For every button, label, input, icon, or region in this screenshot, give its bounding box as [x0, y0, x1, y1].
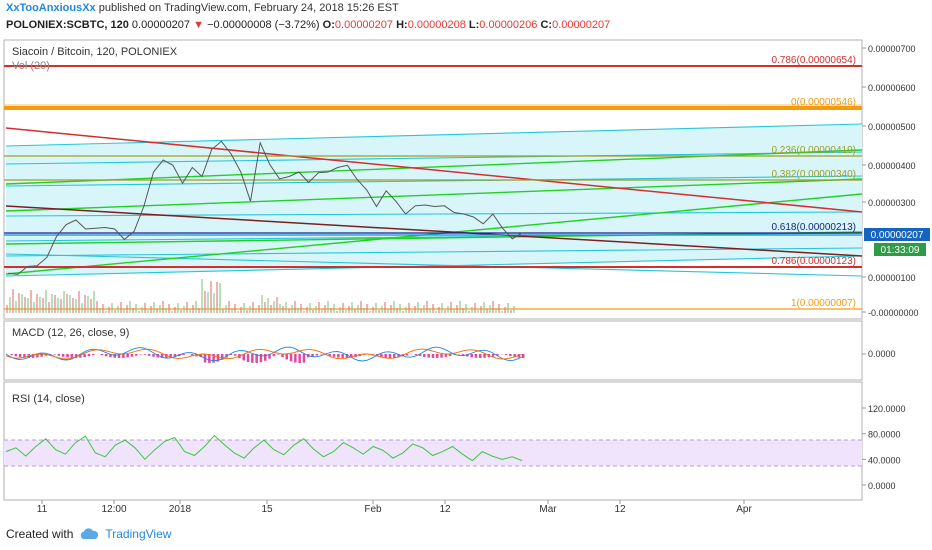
created-with-text: Created with — [6, 527, 74, 541]
published-text: published on TradingView.com, February 2… — [98, 2, 399, 14]
price-tick-label: 0.00000300 — [868, 198, 916, 208]
rsi-tick-label: 120.0000 — [868, 404, 906, 414]
fib-label: 0.382(0.00000340) — [771, 169, 856, 180]
fib-levels: 0.786(0.00000654) 0(0.00000546) 0.236(0.00… — [4, 55, 862, 310]
volume-label: Vol (20) — [12, 60, 50, 72]
fib-label: 0.786(0.00000654) — [771, 55, 856, 66]
time-tick-label: Apr — [736, 504, 752, 515]
channel-fill — [6, 124, 862, 276]
macd-title: MACD (12, 26, close, 9) — [12, 327, 129, 339]
green-trendlines — [5, 149, 863, 275]
price-series — [7, 140, 523, 275]
publish-header: XxTooAnxiousXx published on TradingView.… — [6, 2, 399, 14]
time-tick-label: 15 — [261, 504, 273, 515]
price-tick-label: 0.00000400 — [868, 161, 916, 171]
rsi-band — [4, 440, 862, 466]
price-tick-label: 0.00000700 — [868, 44, 916, 54]
rsi-tick-label: 40.0000 — [868, 455, 901, 465]
symbol-label: POLONIEX:SCBTC, 120 — [6, 19, 129, 31]
fib-label: 0.236(0.00000419) — [771, 145, 856, 156]
macd-series: 0.0000 — [5, 346, 896, 363]
last-price-tag-text: 0.00000207 — [871, 230, 924, 241]
fib-label: 0(0.00000546) — [791, 97, 856, 108]
down-arrow-icon: ▼ — [193, 19, 204, 31]
time-tick-label: 12:00 — [101, 504, 126, 515]
last-price: 0.00000207 — [131, 19, 191, 31]
tradingview-link[interactable]: TradingView — [105, 527, 172, 541]
low-value: 0.00000206 — [479, 19, 538, 31]
red-trendline — [5, 127, 863, 213]
price-tick-label: -0.00000000 — [868, 308, 919, 318]
countdown-tag — [874, 243, 926, 256]
tradingview-cloud-icon — [81, 528, 99, 539]
rsi-series — [5, 434, 523, 462]
author-link[interactable]: XxTooAnxiousXx — [6, 2, 96, 14]
price-axis[interactable]: 0.00000700 0.00000600 0.00000500 0.00000400… — [862, 44, 919, 491]
darkred-trendline — [5, 205, 863, 257]
macd-pane[interactable] — [3, 320, 863, 381]
main-title: Siacoin / Bitcoin, 120, POLONIEX — [12, 46, 178, 58]
rsi-tick-label: 0.0000 — [868, 481, 896, 491]
chart-svg[interactable]: 0.786(0.00000654) 0(0.00000546) 0.236(0.00… — [0, 36, 932, 516]
fib-label: 1(0.00000007) — [791, 298, 856, 309]
open-value: 0.00000207 — [334, 19, 394, 31]
close-value: 0.00000207 — [552, 19, 611, 31]
rsi-title: RSI (14, close) — [12, 393, 85, 405]
cyan-trendlines — [5, 123, 863, 277]
time-tick-label: Mar — [539, 504, 557, 515]
time-tick-label: Feb — [364, 504, 382, 515]
volume-bars — [6, 279, 515, 313]
price-tick-label: 0.00000600 — [868, 83, 916, 93]
price-change: −0.00000008 (−3.72%) — [207, 19, 320, 31]
time-axis[interactable]: 11 12:00 2018 15 Feb 12 Mar 12 Apr — [37, 500, 753, 515]
time-tick-label: 2018 — [169, 504, 192, 515]
ohlc-header: POLONIEX:SCBTC, 120 0.00000207 ▼ −0.0000… — [6, 19, 611, 31]
chart-area[interactable]: 0.786(0.00000654) 0(0.00000546) 0.236(0.00… — [0, 36, 932, 516]
countdown-tag-text: 01:33:09 — [881, 245, 920, 256]
last-price-tag — [864, 228, 930, 241]
price-tick-label: 0.00000500 — [868, 122, 916, 132]
footer: Created with TradingView — [6, 527, 171, 541]
fib-label: 0.786(0.00000123) — [771, 256, 856, 267]
time-tick-label: 12 — [614, 504, 626, 515]
rsi-tick-label: 80.0000 — [868, 430, 901, 440]
time-tick-label: 12 — [439, 504, 451, 515]
time-tick-label: 11 — [37, 504, 48, 515]
price-tick-label: 0.00000100 — [868, 273, 916, 283]
high-value: 0.00000208 — [407, 19, 466, 31]
fib-label: 0.618(0.00000213) — [771, 222, 856, 233]
macd-tick-label: 0.0000 — [868, 349, 896, 359]
